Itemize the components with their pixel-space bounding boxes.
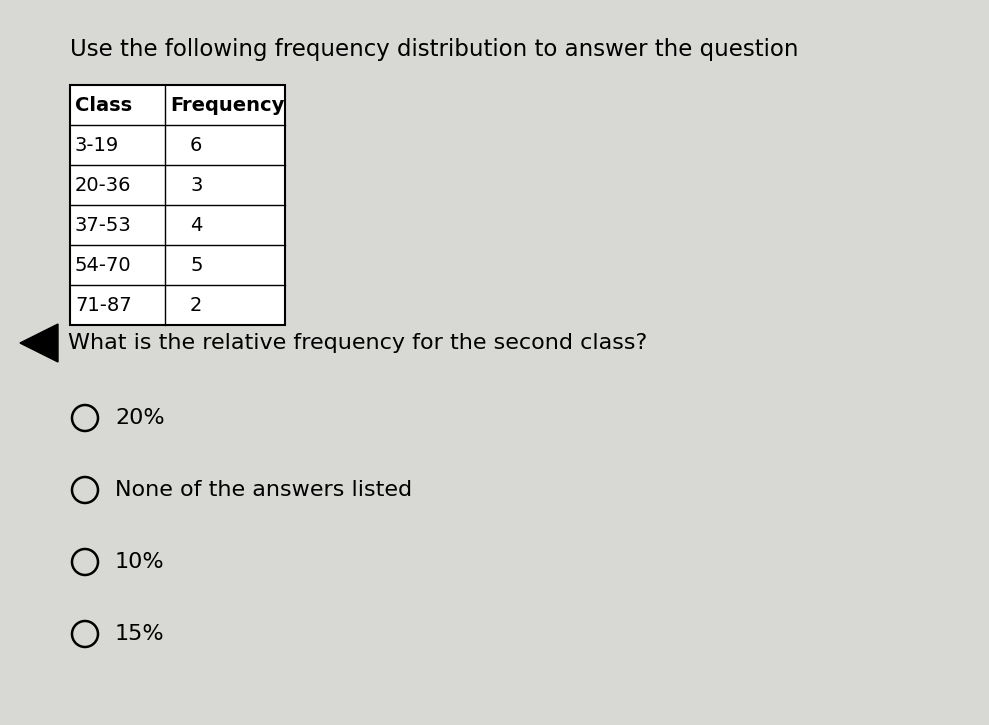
Text: 20-36: 20-36 bbox=[75, 175, 132, 194]
Text: 4: 4 bbox=[190, 215, 203, 234]
Text: Class: Class bbox=[75, 96, 133, 115]
Text: 3: 3 bbox=[190, 175, 203, 194]
Text: 6: 6 bbox=[190, 136, 203, 154]
Text: 54-70: 54-70 bbox=[75, 255, 132, 275]
Text: Use the following frequency distribution to answer the question: Use the following frequency distribution… bbox=[70, 38, 798, 61]
Text: 5: 5 bbox=[190, 255, 203, 275]
Text: 37-53: 37-53 bbox=[75, 215, 132, 234]
Text: 3-19: 3-19 bbox=[75, 136, 120, 154]
Text: 15%: 15% bbox=[115, 624, 164, 644]
Text: 71-87: 71-87 bbox=[75, 296, 132, 315]
Text: 2: 2 bbox=[190, 296, 203, 315]
Text: What is the relative frequency for the second class?: What is the relative frequency for the s… bbox=[68, 333, 647, 353]
Bar bbox=[70, 85, 285, 325]
Text: 10%: 10% bbox=[115, 552, 164, 572]
Polygon shape bbox=[20, 324, 58, 362]
Text: 20%: 20% bbox=[115, 408, 164, 428]
Text: Frequency: Frequency bbox=[170, 96, 285, 115]
Text: None of the answers listed: None of the answers listed bbox=[115, 480, 412, 500]
